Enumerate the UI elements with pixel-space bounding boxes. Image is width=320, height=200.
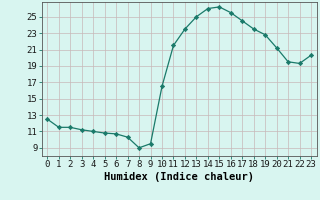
X-axis label: Humidex (Indice chaleur): Humidex (Indice chaleur) <box>104 172 254 182</box>
